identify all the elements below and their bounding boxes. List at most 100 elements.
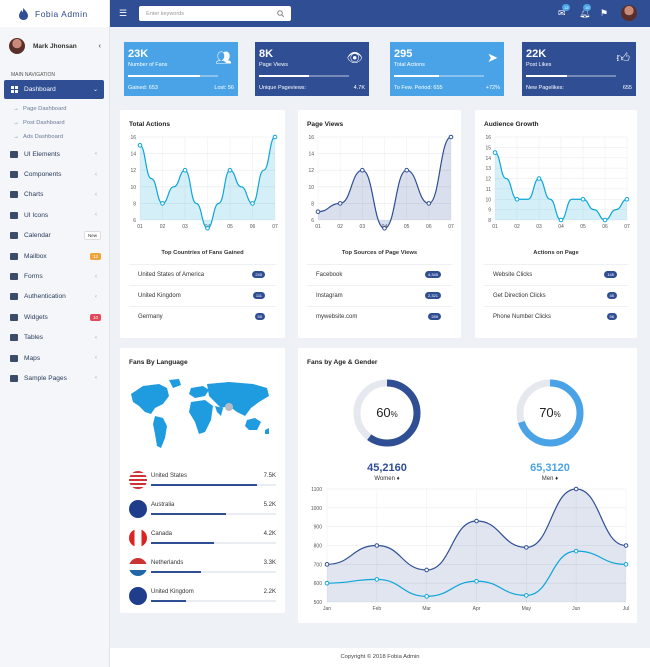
sidebar-item-mailbox[interactable]: Mailbox 12 [0, 246, 109, 266]
sidebar-item-label: Maps [24, 354, 41, 362]
top-avatar[interactable] [621, 5, 637, 21]
data-point[interactable] [182, 167, 188, 173]
sidebar-item-label: Mailbox [24, 252, 47, 260]
data-point[interactable] [424, 567, 429, 573]
x-tick-label: 03 [182, 224, 188, 230]
data-point[interactable] [137, 143, 143, 148]
sidebar-item-components[interactable]: Components ‹ [0, 164, 109, 184]
data-point[interactable] [324, 580, 330, 586]
data-point[interactable] [404, 167, 409, 173]
sidebar-sub-post-dashboard[interactable]: → Post Dashboard [0, 116, 109, 130]
search-input[interactable]: Enter keywords [139, 6, 292, 21]
sidebar-sub-ads-dashboard[interactable]: → Ads Dashboard [0, 130, 109, 144]
sidebar-item-label: Components [24, 171, 62, 179]
panel-title: Fans by Age & Gender [307, 359, 378, 366]
user-panel[interactable]: Mark Jhonsan ‹ [0, 29, 109, 63]
list-item[interactable]: United Kingdom 111 [129, 285, 276, 305]
language-value: 5.2K [263, 502, 276, 508]
data-point[interactable] [315, 209, 321, 214]
sidebar-item-maps[interactable]: Maps ‹ [0, 348, 109, 368]
data-point[interactable] [360, 167, 365, 173]
list-item[interactable]: Germany 55 [129, 306, 276, 326]
x-tick-label: Apr [473, 606, 481, 612]
data-point[interactable] [524, 545, 529, 550]
data-point[interactable] [624, 196, 630, 202]
data-point[interactable] [324, 562, 330, 567]
data-point[interactable] [160, 201, 165, 206]
list-item[interactable]: Get Direction Clicks 45 [484, 285, 628, 305]
women-label: Women [374, 476, 395, 482]
sidebar-item-authentication[interactable]: Authentication ‹ [0, 287, 109, 307]
sidebar-item-tables[interactable]: Tables ‹ [0, 328, 109, 348]
y-tick-label: 600 [314, 581, 323, 587]
data-point[interactable] [602, 217, 608, 223]
data-point[interactable] [524, 593, 529, 598]
data-point[interactable] [424, 594, 429, 599]
data-point[interactable] [492, 150, 498, 155]
data-point[interactable] [623, 562, 629, 567]
data-point[interactable] [426, 201, 432, 206]
sidebar-item-label: Dashboard [24, 86, 56, 93]
data-point[interactable] [573, 548, 579, 554]
bell-icon[interactable]: 🔔︎ [579, 8, 591, 18]
sidebar-item-ui-icons[interactable]: UI Icons ‹ [0, 205, 109, 225]
users-icon: 👥︎ [215, 50, 232, 65]
data-point[interactable] [514, 196, 520, 202]
sidebar-item-calendar[interactable]: Calendar New [0, 226, 109, 246]
sidebar-item-charts[interactable]: Charts ‹ [0, 185, 109, 205]
data-point[interactable] [580, 196, 586, 202]
x-tick-label: 07 [624, 224, 630, 230]
sidebar-item-forms[interactable]: Forms ‹ [0, 266, 109, 286]
language-value: 4.2K [263, 531, 276, 537]
stat-footer-right: Lost: 56 [214, 85, 234, 91]
x-tick-label: 02 [337, 224, 343, 230]
data-point[interactable] [227, 167, 233, 173]
list-item[interactable]: mywebsite.com 289 [307, 306, 452, 326]
sidebar-item-ui-elements[interactable]: UI Elements ‹ [0, 144, 109, 164]
data-point[interactable] [205, 226, 210, 231]
list-item[interactable]: Website Clicks 145 [484, 264, 628, 284]
flag-icon[interactable]: ⚑ [600, 8, 609, 18]
data-point[interactable] [272, 134, 278, 140]
panel-fans-by-language: Fans By Language United States 7.5K Austra… [120, 348, 285, 613]
y-tick-label: 12 [130, 168, 136, 174]
y-tick-label: 15 [485, 145, 491, 151]
hamburger-menu-icon[interactable]: ☰ [119, 8, 128, 18]
data-point[interactable] [623, 543, 629, 548]
mail-icon [10, 252, 18, 260]
list-item[interactable]: Facebook 4,345 [307, 264, 452, 284]
data-point[interactable] [474, 578, 479, 584]
flag-us-icon [129, 471, 147, 489]
sidebar-sub-page-dashboard[interactable]: → Page Dashboard [0, 102, 109, 116]
search-icon[interactable] [277, 10, 285, 17]
data-point[interactable] [374, 543, 380, 548]
data-point[interactable] [558, 217, 564, 223]
chevron-left-icon: ‹ [95, 355, 97, 362]
data-point[interactable] [382, 226, 387, 231]
language-value: 7.5K [263, 473, 276, 479]
list-item[interactable]: Instagram 2,321 [307, 285, 452, 305]
stat-value: 295 [394, 48, 413, 60]
panel-title: Fans By Language [129, 359, 188, 366]
mail-icon[interactable]: ✉ [558, 8, 566, 18]
data-point[interactable] [448, 134, 454, 140]
list-item-label: Facebook [316, 271, 343, 278]
chevron-left-icon[interactable]: ‹ [98, 42, 101, 50]
list-item[interactable]: Phone Number Clicks 56 [484, 306, 628, 326]
list-item[interactable]: United States of America 245 [129, 264, 276, 284]
stat-label: Total Actions [394, 62, 425, 68]
data-point[interactable] [474, 518, 479, 524]
language-value: 2.2K [263, 589, 276, 595]
sidebar-item-sample-pages[interactable]: Sample Pages ‹ [0, 368, 109, 388]
data-point[interactable] [573, 486, 579, 492]
sidebar-item-label: UI Icons [24, 211, 49, 219]
data-point[interactable] [337, 201, 343, 206]
brand[interactable]: Fobia Admin [0, 0, 109, 27]
sidebar-item-widgets[interactable]: Widgets 10 [0, 307, 109, 327]
data-point[interactable] [374, 577, 380, 582]
sidebar-item-dashboard[interactable]: Dashboard ⌄ [4, 80, 104, 99]
data-point[interactable] [536, 176, 542, 181]
data-point[interactable] [250, 201, 255, 206]
star-icon [10, 211, 18, 219]
chevron-left-icon: ‹ [95, 273, 97, 280]
